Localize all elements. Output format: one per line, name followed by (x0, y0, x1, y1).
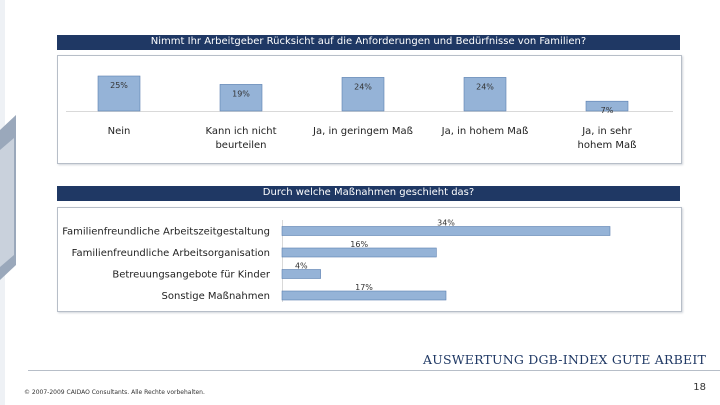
chart-1-bar (97, 75, 141, 112)
chart-1-category-label: Ja, in geringem Maß (312, 126, 413, 137)
chart-2-category-label: Familienfreundliche Arbeitsorganisation (72, 248, 270, 259)
chart-2-data-label: 4% (295, 262, 308, 271)
page-number: 18 (693, 382, 706, 393)
footer-title: AUSWERTUNG DGB-INDEX GUTE ARBEIT (423, 352, 706, 367)
chart-2-svg: Familienfreundliche Arbeitszeitgestaltun… (62, 219, 611, 302)
copyright-text: © 2007-2009 CAIDAO Consultants. Alle Rec… (24, 389, 205, 396)
chart-1-title: Nimmt Ihr Arbeitgeber Rücksicht auf die … (57, 35, 680, 50)
chart-2-data-label: 34% (437, 219, 455, 228)
chart-2-bar (281, 269, 321, 279)
chart-2-bar (281, 290, 447, 301)
chart-1-bar (463, 77, 507, 112)
chart-1-category-label: Kann ich nicht beurteilen (205, 126, 276, 151)
chart-1-data-label: 24% (354, 82, 372, 91)
chart-1-category-label: Ja, in hohem Maß (441, 126, 529, 137)
side-decoration (0, 0, 16, 405)
chart-1-bar (585, 100, 629, 112)
chart-2-data-label: 16% (350, 240, 368, 249)
chart-1-data-label: 19% (232, 89, 250, 98)
chart-1-frame: 25% Nein 19% Kann ich nicht beurteilen 24% Ja,… (57, 55, 682, 164)
chart-2-category-label: Sonstige Maßnahmen (162, 291, 270, 302)
chart-1-category-label: Nein (108, 126, 131, 137)
chart-2-bar (281, 247, 437, 258)
chart-1-data-label: 24% (476, 82, 494, 91)
chart-1-data-label: 7% (601, 106, 614, 115)
chart-2-category-label: Familienfreundliche Arbeitszeitgestaltun… (62, 227, 270, 238)
chart-2-category-label: Betreuungsangebote für Kinder (112, 270, 271, 281)
chart-1-svg: 25% Nein 19% Kann ich nicht beurteilen 24% Ja,… (66, 75, 673, 151)
chart-2-frame: Familienfreundliche Arbeitszeitgestaltun… (57, 207, 682, 312)
chart-1-bar (219, 84, 263, 112)
chart-1-category-label: Ja, in sehr hohem Maß (578, 126, 637, 151)
footer-divider (28, 370, 720, 371)
chart-2-title: Durch welche Maßnahmen geschieht das? (57, 186, 680, 201)
chart-1-bar (341, 77, 385, 112)
chart-1-data-label: 25% (110, 81, 128, 90)
chart-2-bar (281, 226, 611, 236)
chart-2-data-label: 17% (355, 283, 373, 292)
